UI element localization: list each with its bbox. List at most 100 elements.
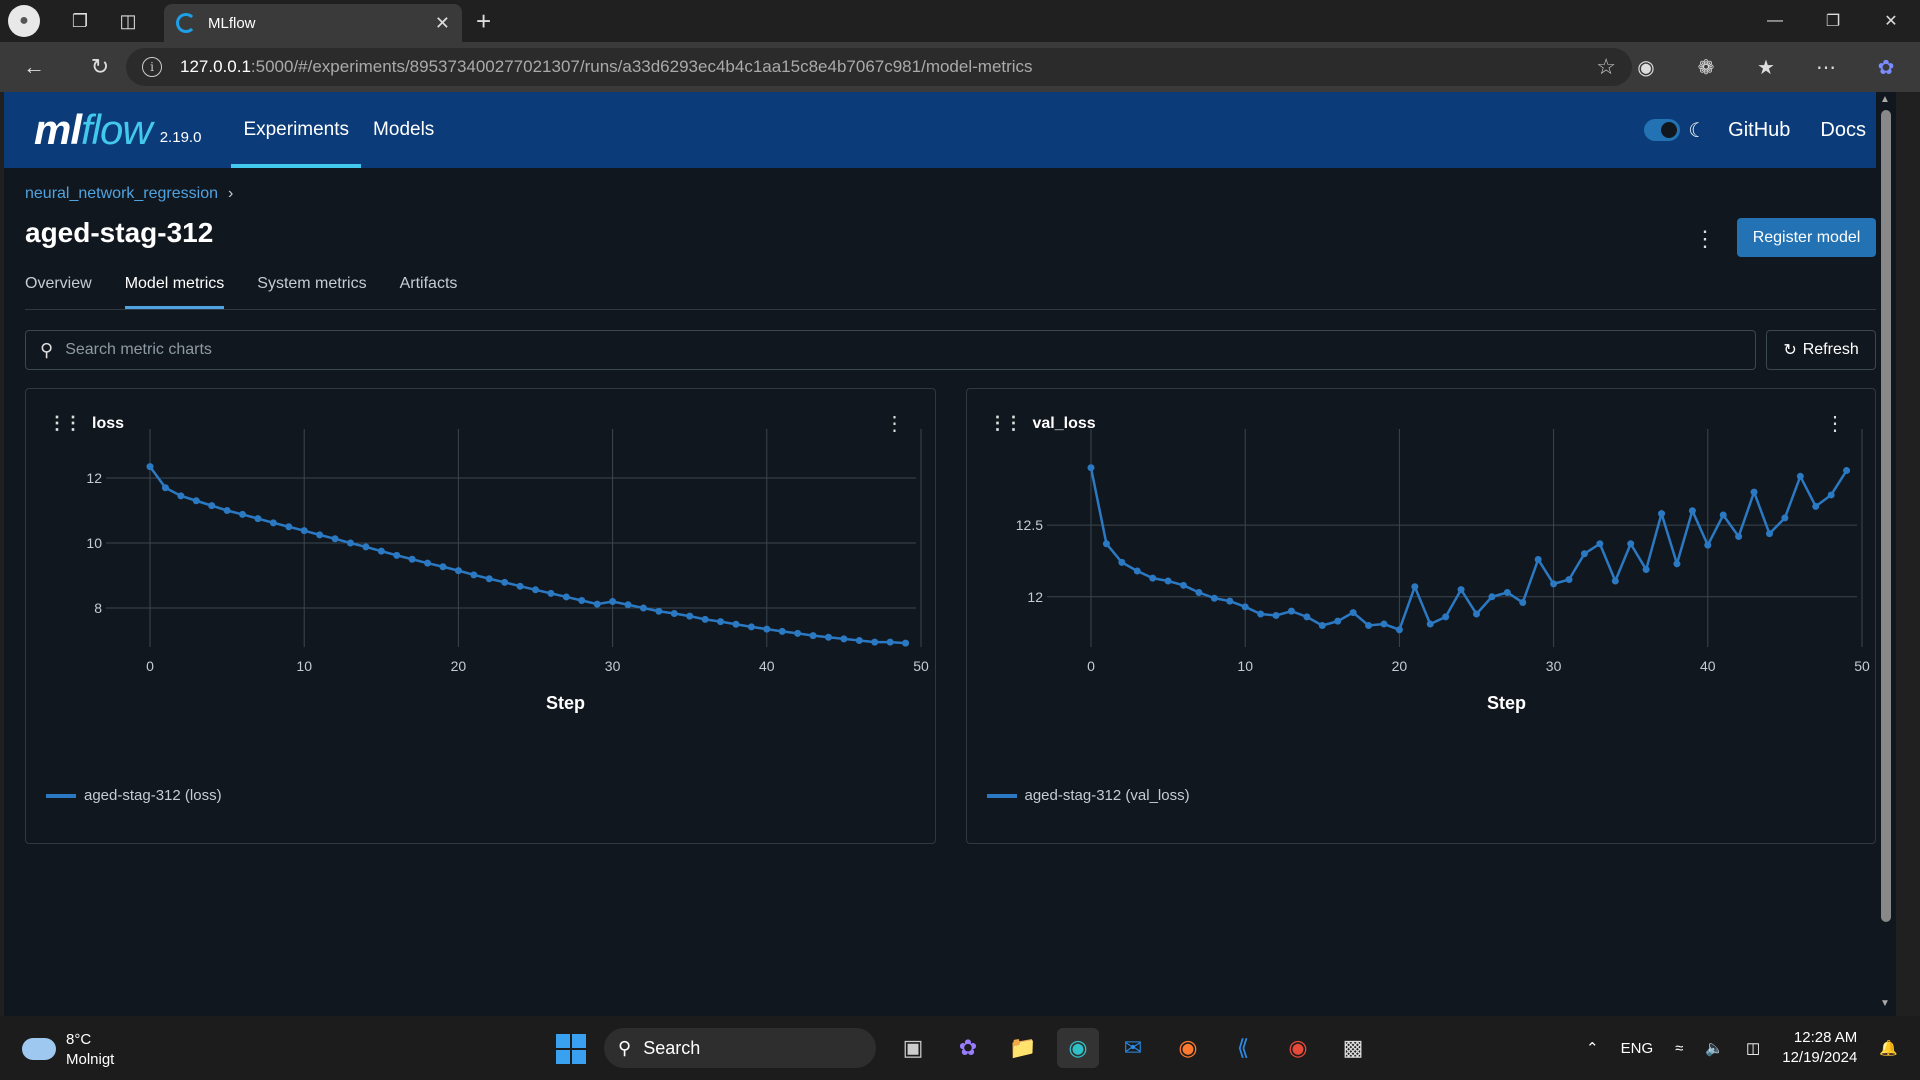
data-point[interactable] [1117,558,1125,566]
tab-overview[interactable]: Overview [25,275,92,292]
data-point[interactable] [670,610,678,618]
data-point[interactable] [1672,560,1680,568]
scrollbar-thumb[interactable] [1881,110,1891,922]
taskbar-search[interactable]: ⚲ Search [604,1028,876,1068]
profile-icon[interactable]: ● [8,5,40,37]
data-point[interactable] [254,515,262,523]
page-scrollbar[interactable]: ▲ ▼ [1876,92,1896,1016]
data-point[interactable] [501,578,509,586]
mlflow-logo[interactable]: mlflow [34,106,153,153]
data-point[interactable] [1349,609,1357,617]
data-point[interactable] [1272,611,1280,619]
wifi-icon[interactable]: ≈ [1675,1039,1684,1057]
data-point[interactable] [1487,593,1495,601]
data-point[interactable] [1472,610,1480,618]
data-point[interactable] [1565,576,1573,584]
data-point[interactable] [1426,620,1434,628]
data-point[interactable] [485,575,493,583]
docs-link[interactable]: Docs [1820,118,1866,141]
data-point[interactable] [778,627,786,635]
data-point[interactable] [701,615,709,623]
volume-icon[interactable]: 🔈 [1705,1040,1725,1057]
data-point[interactable] [1534,555,1542,563]
drag-handle-icon[interactable]: ⋮⋮ [988,413,1023,433]
weather-widget[interactable]: 8°C Molnigt [22,1030,114,1070]
nav-experiments[interactable]: Experiments [231,92,362,168]
browser-tab[interactable]: MLflow ✕ [164,4,462,42]
scroll-down-icon[interactable]: ▼ [1880,998,1890,1009]
data-point[interactable] [1595,540,1603,548]
data-point[interactable] [1642,566,1650,574]
data-point[interactable] [532,586,539,594]
tab-system-metrics[interactable]: System metrics [257,275,367,292]
data-point[interactable] [809,632,817,640]
data-point[interactable] [1256,610,1264,618]
vscode-icon[interactable]: ⟪ [1236,1035,1250,1060]
firefox-icon[interactable]: ◉ [1178,1035,1198,1060]
data-point[interactable] [717,618,725,626]
data-point[interactable] [285,523,293,531]
data-point[interactable] [331,535,339,543]
data-point[interactable] [624,601,632,609]
data-point[interactable] [1457,586,1465,594]
drag-handle-icon[interactable]: ⋮⋮ [48,413,82,433]
outlook-icon[interactable]: ✉ [1123,1035,1143,1060]
data-point[interactable] [824,633,832,641]
task-view-icon[interactable]: ▣ [902,1035,924,1060]
site-info-icon[interactable]: i [142,57,162,77]
refresh-button[interactable]: ↻ Refresh [1766,330,1876,370]
chart-legend[interactable]: aged-stag-312 (val_loss) [986,787,1190,804]
data-point[interactable] [1441,613,1449,621]
language-indicator[interactable]: ENG [1620,1039,1654,1057]
loss-chart[interactable]: 8 10 12 0 10 20 30 40 50 Step [26,389,937,845]
new-tab-icon[interactable]: + [476,6,492,36]
data-point[interactable] [1518,599,1526,607]
register-model-button[interactable]: Register model [1737,218,1876,257]
chrome-icon[interactable]: ◉ [1288,1035,1308,1060]
data-point[interactable] [1133,567,1141,575]
val-loss-chart[interactable]: 12 12.5 0 10 20 30 40 50 Step [967,389,1878,845]
data-point[interactable] [547,589,555,597]
copilot-app-icon[interactable]: ✿ [958,1035,978,1060]
data-point[interactable] [886,638,894,646]
data-point[interactable] [1410,583,1418,591]
data-point[interactable] [1164,577,1172,585]
data-point[interactable] [609,598,617,605]
scroll-up-icon[interactable]: ▲ [1880,94,1890,105]
data-point[interactable] [1210,594,1218,602]
data-point[interactable] [1364,621,1372,629]
data-point[interactable] [1395,626,1403,634]
search-metric-charts-input[interactable]: ⚲ Search metric charts [25,330,1757,370]
data-point[interactable] [686,612,694,620]
data-point[interactable] [1241,603,1249,611]
data-point[interactable] [208,502,216,510]
data-point[interactable] [1611,577,1619,585]
data-point[interactable] [161,484,169,492]
data-point[interactable] [1719,511,1727,519]
data-point[interactable] [393,551,401,559]
tab-model-metrics[interactable]: Model metrics [124,275,225,309]
data-point[interactable] [1302,613,1310,621]
workspaces-icon[interactable]: ❐ [71,10,89,31]
data-point[interactable] [269,519,277,527]
data-point[interactable] [871,638,879,646]
data-point[interactable] [1503,588,1511,596]
data-point[interactable] [424,559,432,567]
tray-overflow-icon[interactable]: ⌃ [1586,1040,1599,1057]
reload-icon[interactable]: ↻ [90,54,110,79]
data-point[interactable] [470,571,478,579]
copilot-icon[interactable]: ✿ [1877,56,1895,79]
data-point[interactable] [593,600,601,608]
data-point[interactable] [1549,580,1557,588]
data-point[interactable] [794,629,802,637]
favorites-icon[interactable]: ★ [1757,56,1775,79]
data-point[interactable] [1626,540,1634,548]
data-point[interactable] [1333,617,1341,625]
battery-icon[interactable]: ◫ [1746,1040,1761,1057]
data-point[interactable] [1780,514,1788,522]
restore-icon[interactable]: ❐ [1825,13,1841,30]
data-point[interactable] [1379,620,1387,628]
data-point[interactable] [1287,607,1295,615]
data-point[interactable] [346,539,354,547]
terminal-icon[interactable]: ▩ [1342,1035,1364,1060]
